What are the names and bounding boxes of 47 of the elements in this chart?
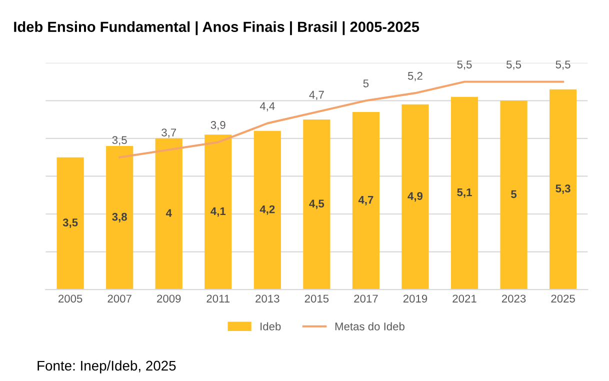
data-label: 5,1 — [457, 188, 472, 198]
data-label: 4,4 — [260, 102, 275, 112]
x-tick-label: 2017 — [354, 294, 378, 303]
data-label: 4,7 — [358, 196, 374, 206]
x-tick-label: 2007 — [108, 294, 132, 303]
legend-label: Metas do Ideb — [335, 322, 404, 330]
data-label: 3,5 — [112, 136, 127, 146]
data-label: 5 — [511, 190, 517, 198]
x-tick-label: 2021 — [452, 294, 476, 303]
bar — [450, 96, 478, 290]
x-tick-label: 2005 — [58, 294, 82, 303]
source-note: Fonte: Inep/Ideb, 2025 — [38, 360, 176, 374]
x-tick-label: 2025 — [551, 294, 575, 303]
bar — [500, 100, 528, 290]
bar — [550, 89, 577, 290]
x-tick-label: 2011 — [206, 294, 230, 303]
x-tick-label: 2023 — [502, 294, 526, 303]
bar — [106, 146, 134, 290]
bar — [204, 134, 232, 290]
data-label: 5,3 — [556, 184, 570, 194]
legend-label: Ideb — [260, 322, 281, 330]
bar — [303, 120, 330, 290]
data-label: 5,5 — [506, 60, 522, 70]
data-label: 4,7 — [309, 90, 324, 100]
bar — [352, 112, 380, 290]
data-label: 4,1 — [210, 207, 226, 217]
data-label: 5,5 — [457, 60, 472, 70]
x-tick-label: 2009 — [157, 294, 181, 303]
x-tick-label: 2019 — [403, 294, 428, 303]
data-label: 3,5 — [62, 218, 78, 228]
data-label: 4,5 — [309, 200, 324, 210]
data-label: 3,8 — [112, 212, 127, 222]
bar — [402, 104, 429, 290]
bar — [155, 138, 182, 290]
chart-title: Ideb Ensino Fundamental | Anos Finais | Brasil | 2005-2025 — [14, 21, 420, 36]
bar — [56, 157, 84, 290]
x-tick-label: 2013 — [256, 294, 280, 303]
x-tick-label: 2015 — [304, 294, 329, 303]
data-label: 4,9 — [408, 192, 423, 202]
data-label: 5 — [363, 80, 369, 88]
data-label: 3,9 — [210, 121, 226, 130]
data-label: 4,2 — [260, 205, 275, 215]
bar — [254, 130, 281, 290]
data-label: 5,5 — [556, 60, 570, 70]
data-label: 4 — [166, 209, 172, 217]
data-label: 3,7 — [162, 128, 176, 138]
data-label: 5,2 — [408, 72, 422, 82]
